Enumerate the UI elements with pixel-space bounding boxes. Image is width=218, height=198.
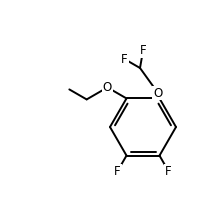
Text: O: O (153, 87, 163, 100)
Text: F: F (165, 165, 172, 178)
Text: F: F (121, 52, 128, 66)
Text: F: F (114, 165, 121, 178)
Text: F: F (140, 44, 146, 57)
Text: O: O (103, 81, 112, 94)
